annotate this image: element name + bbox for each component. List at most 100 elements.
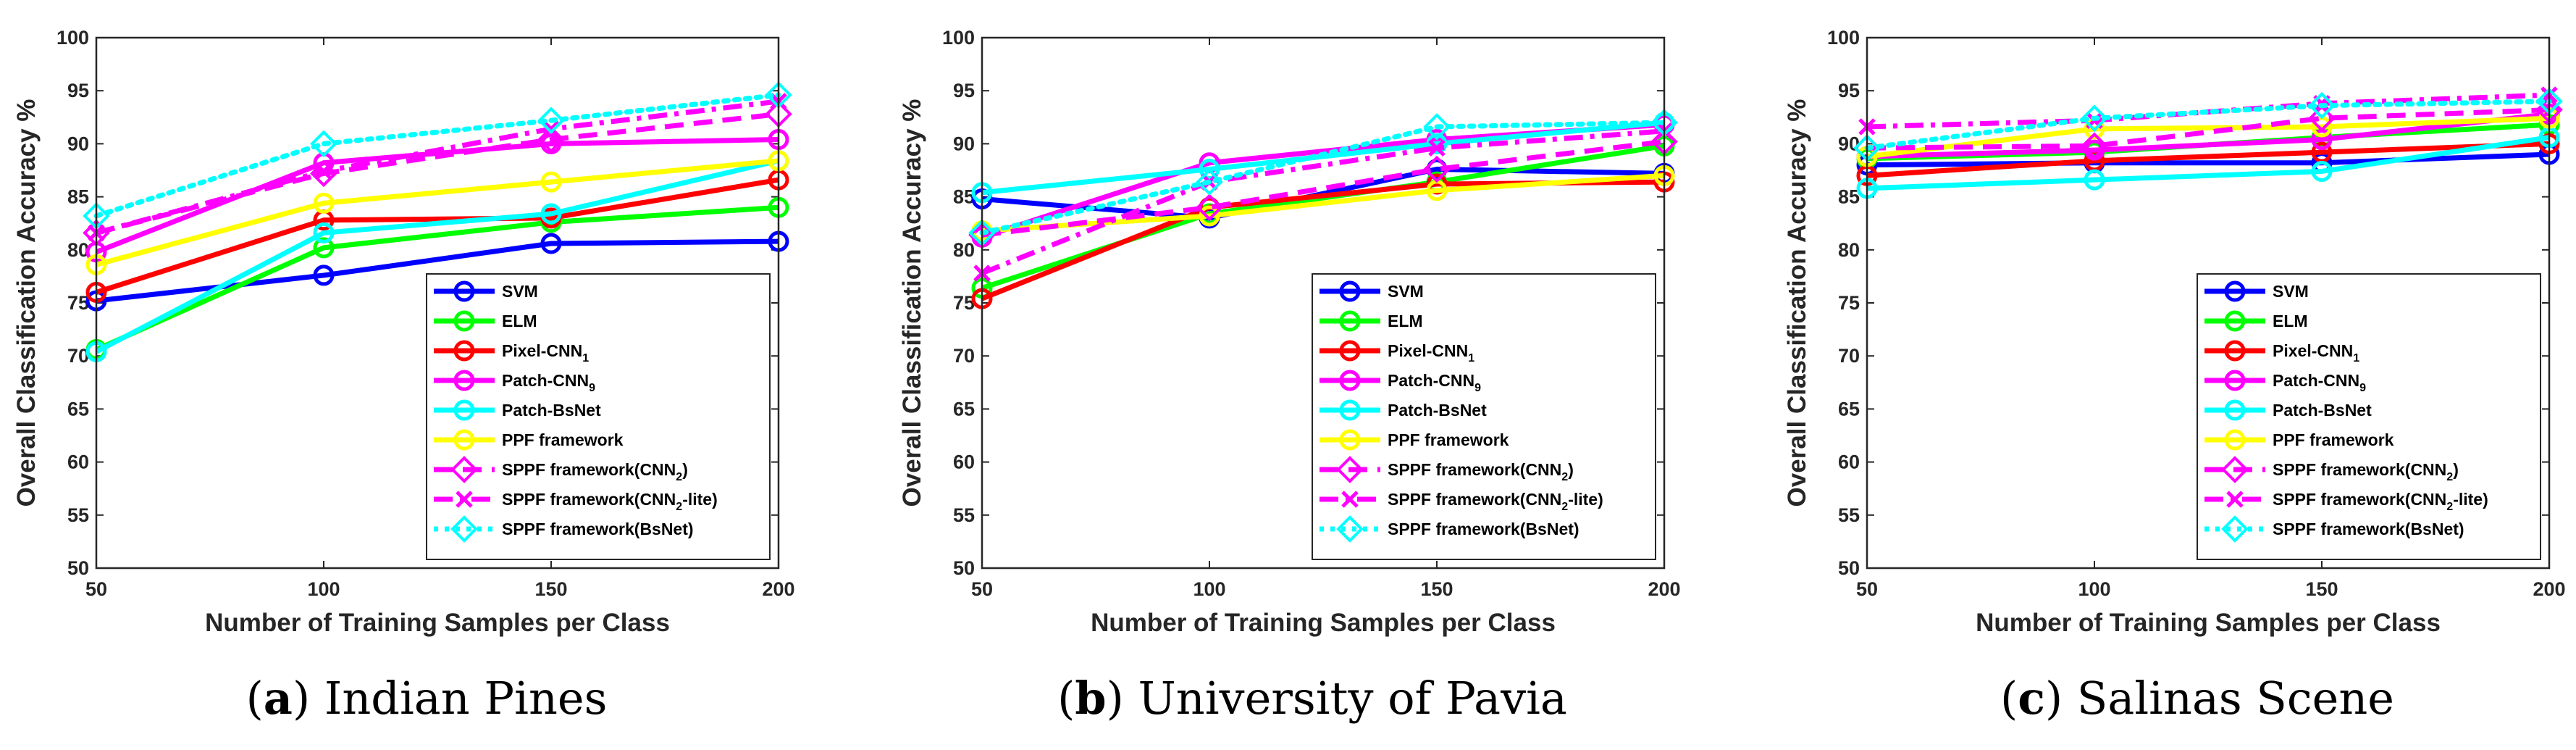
legend-swatch-marker: [1336, 456, 1364, 483]
y-tick-label: 55: [953, 504, 975, 526]
data-point-2-2: [313, 237, 335, 259]
x-tick-label: 50: [971, 578, 993, 600]
legend: SVM ELM Pixel-CNN1 Patch-CNN9 Patch-BsNet PPF…: [1312, 273, 1656, 560]
legend-swatch-marker: [2224, 340, 2246, 362]
y-tick-label: 100: [942, 27, 975, 49]
data-point-1-2: [313, 264, 335, 286]
y-tick-label: 80: [1838, 239, 1860, 261]
series-line-4: [95, 137, 779, 254]
data-point-6-2: [313, 192, 335, 214]
legend-label: SPPF framework(CNN2-lite): [502, 490, 718, 513]
axes-frame: [1866, 36, 2551, 570]
legend-label: Patch-CNN9: [2273, 371, 2366, 394]
y-tick-label: 50: [67, 557, 89, 579]
legend-label: SPPF framework(CNN2): [1388, 460, 1574, 483]
x-axis-label: Number of Training Samples per Class: [205, 609, 670, 637]
legend-swatch-marker: [2224, 399, 2246, 421]
x-tick-label: 200: [1648, 578, 1680, 600]
legend-label: SPPF framework(BsNet): [2273, 520, 2464, 538]
chart-panel-a: 50 55 60 65 70 75 80 85 90 95 100 50 100 150 200 Number…: [12, 27, 795, 725]
y-tick-label: 60: [953, 451, 975, 473]
series-line-6: [96, 158, 779, 267]
series-line-5: [95, 158, 779, 354]
series-line-4: [1866, 111, 2550, 159]
y-tick-label: 95: [1838, 80, 1860, 101]
legend-swatch-marker: [2221, 456, 2249, 483]
legend-swatch-marker: [1339, 310, 1361, 332]
series-line-3: [95, 177, 779, 295]
legend-swatch-marker: [2221, 515, 2249, 543]
legend-swatch-marker: [453, 280, 475, 302]
legend-label: SPPF framework(BsNet): [1388, 520, 1579, 538]
data-point-5-2: [2084, 169, 2105, 191]
legend-label: Patch-BsNet: [2273, 401, 2372, 420]
legend-swatch-marker: [2224, 370, 2246, 391]
y-tick-label: 95: [67, 80, 89, 101]
series-group: [1853, 86, 2563, 199]
x-tick-label: 150: [1420, 578, 1453, 600]
legend-swatch-marker: [1339, 280, 1361, 302]
data-point-5-2: [313, 222, 335, 243]
legend-swatch-marker: [2224, 280, 2246, 302]
axes-frame: [95, 36, 780, 570]
series-line-5: [1866, 135, 2550, 191]
legend-swatch-marker: [453, 399, 475, 421]
legend-swatch-marker: [453, 370, 475, 391]
legend-label: Patch-CNN9: [1388, 371, 1481, 394]
legend-label: Patch-CNN9: [502, 371, 595, 394]
legend-label: SPPF framework(CNN2-lite): [1388, 490, 1603, 513]
legend-label: PPF framework: [1388, 430, 1509, 449]
series-line-6: [1866, 115, 2550, 159]
y-tick-label: 85: [67, 186, 89, 208]
axes-frame: [981, 36, 1666, 570]
legend-label: SPPF framework(CNN2): [2273, 460, 2459, 483]
chart-panel-c: 50 55 60 65 70 75 80 85 90 95 100 50 100 150 200 Number…: [1783, 27, 2566, 725]
y-tick-label: 75: [953, 292, 975, 314]
legend-label: Patch-BsNet: [502, 401, 601, 420]
legend-label: ELM: [2273, 312, 2308, 330]
data-point-9-2: [1196, 168, 1223, 196]
data-point-9-3: [537, 107, 565, 135]
y-tick-label: 90: [953, 133, 975, 154]
series-line-6: [981, 172, 1665, 233]
legend-label: SVM: [1388, 282, 1424, 301]
legend-swatch-marker: [2226, 491, 2244, 508]
data-point-6-3: [540, 171, 562, 193]
y-tick-label: 50: [1838, 557, 1860, 579]
legend-swatch-marker: [1339, 370, 1361, 391]
y-tick-label: 80: [67, 239, 89, 261]
legend-label: PPF framework: [502, 430, 624, 449]
y-tick-label: 65: [953, 398, 975, 420]
y-axis-label: Overall Classification Accuracy %: [898, 99, 926, 507]
series-group: [83, 81, 792, 362]
legend-swatch-marker: [450, 515, 478, 543]
legend-label: Pixel-CNN1: [502, 341, 589, 364]
legend-swatch-marker: [2224, 429, 2246, 451]
data-point-6-2: [1199, 205, 1220, 227]
x-tick-label: 50: [85, 578, 107, 600]
legend-label: SVM: [2273, 282, 2309, 301]
series-line-9: [93, 92, 781, 219]
legend-label: Pixel-CNN1: [1388, 341, 1474, 364]
x-tick-label: 200: [762, 578, 794, 600]
y-tick-label: 70: [67, 345, 89, 367]
legend-swatch-marker: [453, 310, 475, 332]
y-tick-label: 70: [953, 345, 975, 367]
data-point-9-2: [2081, 104, 2108, 133]
legend-swatch-marker: [1339, 399, 1361, 421]
data-point-7-2: [1196, 193, 1223, 222]
series-line-3: [1866, 141, 2550, 178]
legend-swatch-marker: [1336, 515, 1364, 543]
y-tick-label: 100: [1827, 27, 1860, 49]
series-line-1: [96, 238, 779, 304]
legend-swatch-marker: [456, 491, 473, 508]
panel-caption: (c) Salinas Scene: [2000, 672, 2394, 725]
data-point-7-2: [2081, 132, 2108, 160]
chart-panel-b: 50 55 60 65 70 75 80 85 90 95 100 50 100 150 200 Number…: [898, 27, 1681, 725]
x-tick-label: 100: [307, 578, 340, 600]
x-tick-label: 150: [2305, 578, 2338, 600]
y-tick-label: 90: [67, 133, 89, 154]
y-tick-label: 55: [67, 504, 89, 526]
y-tick-label: 60: [67, 451, 89, 473]
data-point-9-3: [2308, 91, 2336, 120]
